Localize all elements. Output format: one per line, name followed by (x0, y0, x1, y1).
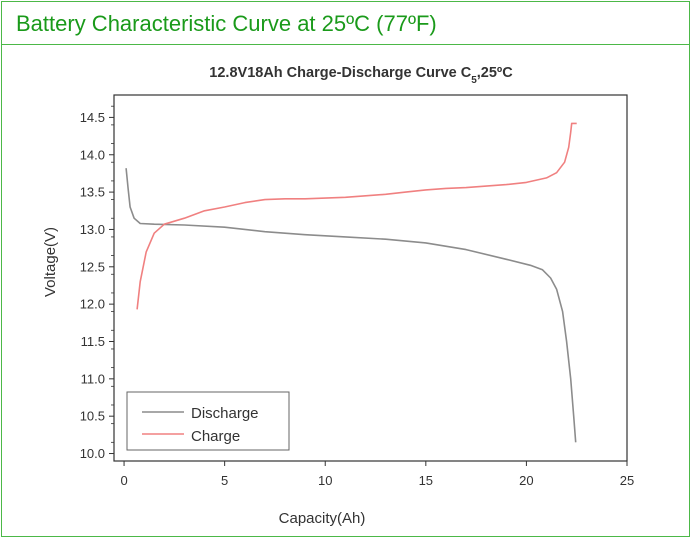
chart-title-tail: ,25ºC (477, 65, 513, 81)
x-tick-label: 10 (318, 473, 332, 488)
x-tick-label: 5 (221, 473, 228, 488)
legend-label-charge: Charge (191, 428, 240, 445)
y-tick-label: 10.5 (80, 409, 105, 424)
x-axis-label: Capacity(Ah) (279, 510, 366, 527)
axis-ticks: 0 5 10 15 20 25 10.0 10.5 11.0 11.5 12.0 12.5 13.0 13… (80, 105, 634, 488)
x-tick-label: 25 (620, 473, 634, 488)
chart-title-main: 12.8V18Ah Charge-Discharge Curve C (209, 65, 471, 81)
plot-frame (113, 94, 628, 462)
y-tick-label: 13.0 (80, 222, 105, 237)
legend-box (126, 391, 290, 451)
y-tick-label: 12.5 (80, 259, 105, 274)
x-tick-label: 15 (419, 473, 433, 488)
legend-label-discharge: Discharge (191, 405, 259, 422)
y-tick-label: 14.0 (80, 147, 105, 162)
legend: Discharge Charge (126, 391, 290, 451)
series-lines (125, 122, 577, 443)
series-line-discharge (125, 168, 577, 443)
x-tick-label: 20 (519, 473, 533, 488)
x-tick-label: 0 (120, 473, 127, 488)
chart-title: 12.8V18Ah Charge-Discharge Curve C5,25ºC (209, 65, 513, 86)
series-line-charge (136, 122, 577, 310)
header-bar: Battery Characteristic Curve at 25ºC (77… (2, 2, 689, 45)
y-tick-label: 11.5 (81, 334, 105, 349)
header-title: Battery Characteristic Curve at 25ºC (77… (16, 11, 437, 36)
y-tick-label: 14.5 (80, 110, 105, 125)
y-tick-label: 10.0 (80, 446, 105, 461)
chart-title-subscript: 5 (471, 75, 477, 86)
y-axis-label: Voltage(V) (42, 227, 59, 297)
y-tick-label: 13.5 (80, 185, 105, 200)
y-tick-label: 12.0 (80, 297, 105, 312)
y-tick-label: 11.0 (81, 371, 105, 386)
